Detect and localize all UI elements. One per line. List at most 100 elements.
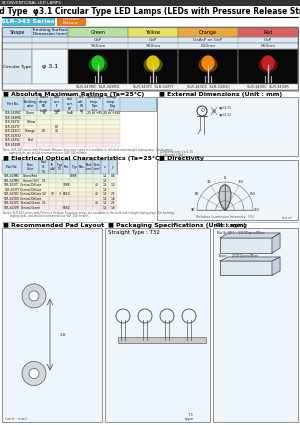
Text: 2.5: 2.5 <box>111 192 115 196</box>
Bar <box>63 129 77 133</box>
Bar <box>63 142 77 147</box>
Bar <box>70 201 78 206</box>
Circle shape <box>22 362 46 385</box>
Bar <box>68 49 128 84</box>
Bar <box>2 27 298 90</box>
Bar <box>63 138 77 142</box>
Bar <box>157 160 298 220</box>
Bar <box>63 97 77 111</box>
Bar <box>37 125 51 129</box>
Circle shape <box>29 368 39 379</box>
Text: Green: Green <box>91 29 105 34</box>
Polygon shape <box>220 257 280 261</box>
Bar <box>51 97 63 111</box>
Text: Min: Min <box>64 165 69 169</box>
Bar <box>39 174 49 178</box>
Bar <box>68 27 128 37</box>
Text: SLR-343YY: SLR-343YY <box>5 125 21 129</box>
Bar <box>77 125 86 129</box>
Text: Green/Red: Green/Red <box>23 174 38 178</box>
Text: Storage
temp.
Tstg
(°C): Storage temp. Tstg (°C) <box>106 95 117 113</box>
Bar <box>2 138 24 142</box>
Text: GaP: GaP <box>94 38 102 42</box>
Text: Part No.: Part No. <box>7 102 19 106</box>
Bar <box>78 187 86 192</box>
Bar <box>51 120 63 125</box>
Bar <box>2 206 22 210</box>
Ellipse shape <box>199 58 217 72</box>
Bar <box>128 49 178 84</box>
Bar <box>63 125 77 129</box>
Text: Operating
temp.
Topr
(°C): Operating temp. Topr (°C) <box>87 95 102 113</box>
Text: -30 to +100: -30 to +100 <box>102 111 121 115</box>
Bar <box>101 174 109 178</box>
Bar <box>213 228 298 422</box>
Text: Green: Green <box>26 111 35 115</box>
Text: Central Dif/use: Central Dif/use <box>20 183 41 187</box>
Bar <box>70 187 78 192</box>
Bar <box>109 206 117 210</box>
Bar <box>86 125 103 129</box>
Text: Bulk (JE) : 2000pcs/Box: Bulk (JE) : 2000pcs/Box <box>217 231 265 235</box>
Bar <box>63 111 77 116</box>
Bar <box>51 133 63 138</box>
Text: SLR-343OU: SLR-343OU <box>4 197 20 201</box>
Text: 6660: 6660 <box>63 206 70 210</box>
Text: 60: 60 <box>195 192 200 196</box>
Bar <box>2 111 24 116</box>
Bar <box>24 129 37 133</box>
Bar <box>24 97 37 111</box>
Text: 1888: 1888 <box>63 183 70 187</box>
Bar <box>32 49 68 84</box>
Bar <box>103 97 120 111</box>
Polygon shape <box>220 233 280 238</box>
Bar <box>24 125 37 129</box>
Bar <box>57 17 85 25</box>
Text: ■ Electrical Optical Characteristics (Ta=25°C): ■ Electrical Optical Characteristics (Ta… <box>3 156 162 161</box>
Bar <box>118 337 206 343</box>
Text: 1.5: 1.5 <box>103 179 107 183</box>
Text: Yellow: Yellow <box>146 29 160 34</box>
Text: Fwd
curr.
IF
(mA): Fwd curr. IF (mA) <box>53 95 61 113</box>
Bar <box>77 97 86 111</box>
Bar <box>86 129 103 133</box>
Bar <box>86 206 93 210</box>
Bar <box>49 174 56 178</box>
Text: GaP: GaP <box>149 38 157 42</box>
Text: Fwd
VF
(V): Fwd VF (V) <box>41 160 47 173</box>
Bar <box>103 120 120 125</box>
Bar <box>56 196 63 201</box>
Bar <box>37 120 51 125</box>
Text: Typ
(V): Typ (V) <box>57 163 62 171</box>
Text: PL: PL <box>42 111 46 115</box>
Text: Relative Luminous Intensity  (%): Relative Luminous Intensity (%) <box>196 215 254 219</box>
Bar <box>63 133 77 138</box>
Bar <box>2 142 24 147</box>
Text: 1.0: 1.0 <box>111 183 115 187</box>
Bar <box>2 160 117 174</box>
Bar <box>86 196 93 201</box>
Bar <box>37 142 51 147</box>
Text: Pressure
Release: Pressure Release <box>62 17 80 26</box>
Bar <box>2 196 22 201</box>
Bar <box>93 201 101 206</box>
Bar <box>24 116 37 120</box>
Bar <box>56 206 63 210</box>
Circle shape <box>29 291 39 301</box>
Bar <box>2 97 156 111</box>
Bar <box>70 178 78 183</box>
Text: SLR-343MC: SLR-343MC <box>4 111 21 115</box>
Bar <box>49 196 56 201</box>
Text: Emitting Surface
Dimension (mm): Emitting Surface Dimension (mm) <box>33 28 67 36</box>
Bar <box>56 187 63 192</box>
Bar <box>101 201 109 206</box>
Bar <box>2 27 298 37</box>
Text: Notes: SLR-343 series with Pressure Release Structure series are available in th: Notes: SLR-343 series with Pressure Rele… <box>3 211 175 215</box>
Bar <box>63 201 70 206</box>
Ellipse shape <box>93 61 103 69</box>
Bar <box>86 192 93 196</box>
Bar <box>103 129 120 133</box>
Ellipse shape <box>144 58 162 72</box>
Text: SLR-343MC  SLR-343MG: SLR-343MC SLR-343MG <box>76 85 120 89</box>
Text: 1.8: 1.8 <box>111 197 115 201</box>
